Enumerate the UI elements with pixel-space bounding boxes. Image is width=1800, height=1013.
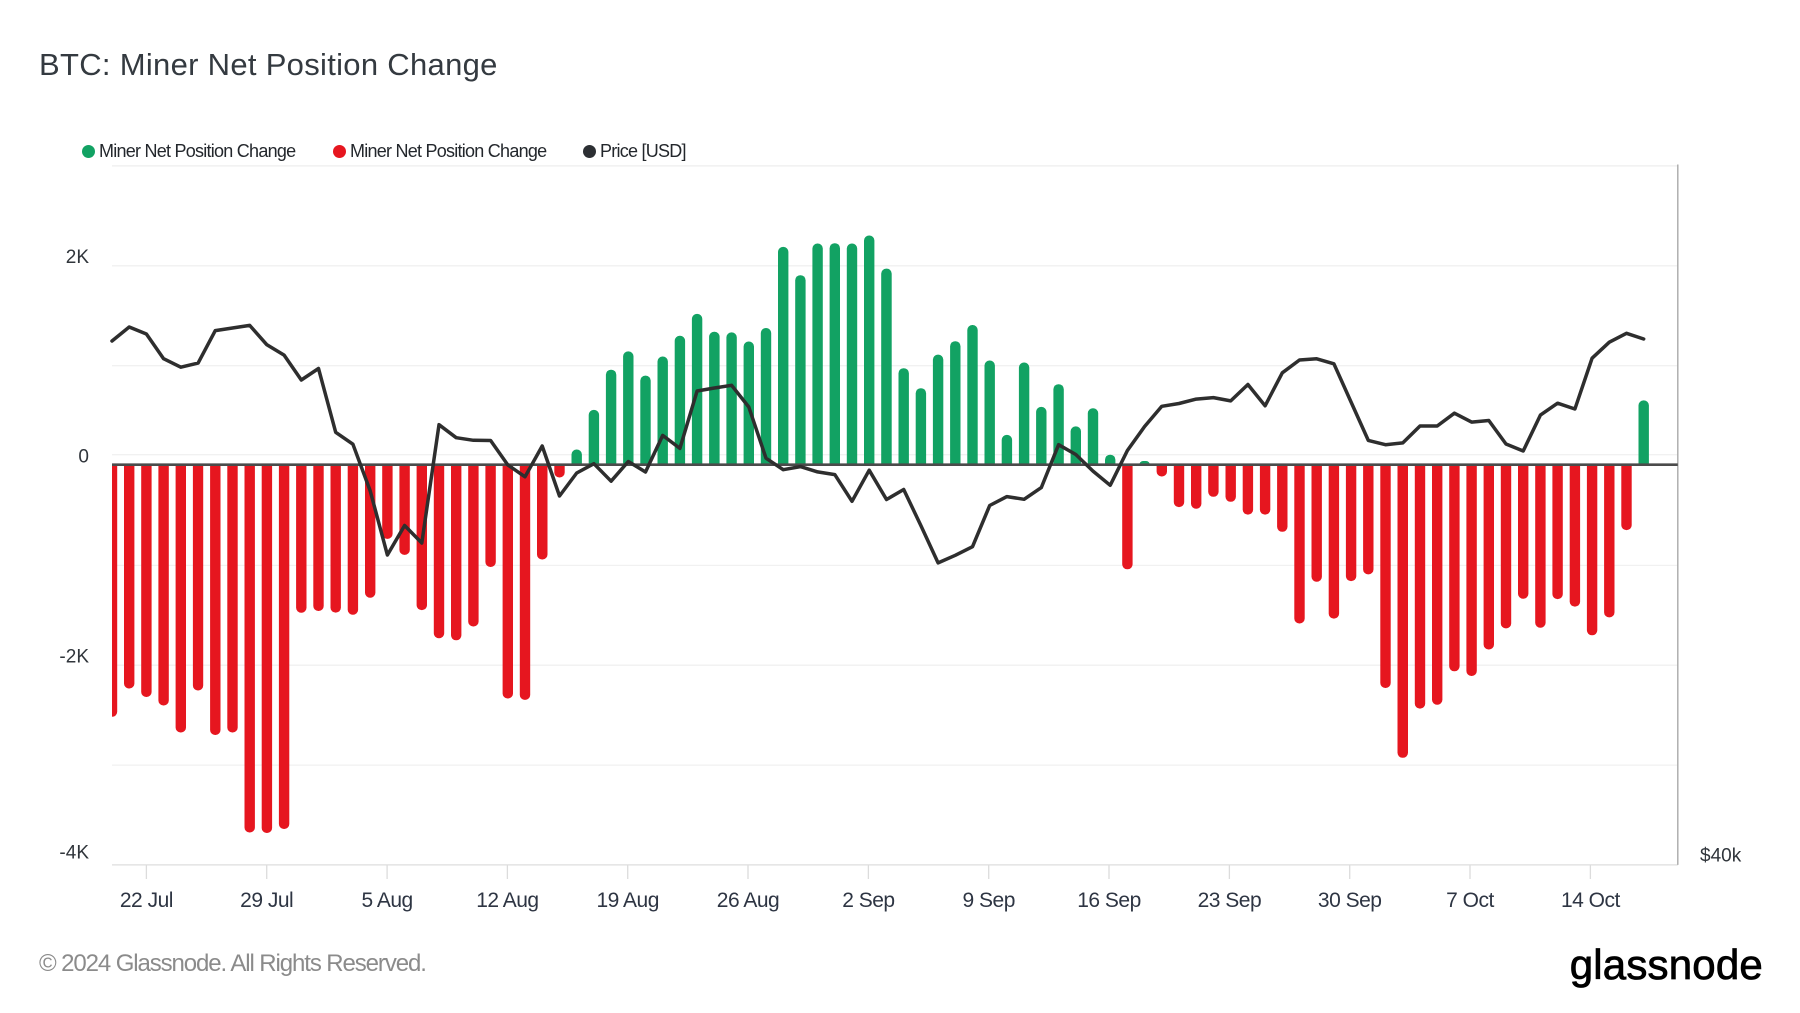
svg-text:-2K: -2K <box>59 646 89 667</box>
svg-text:5 Aug: 5 Aug <box>361 889 412 912</box>
svg-text:14 Oct: 14 Oct <box>1561 889 1621 912</box>
svg-text:12 Aug: 12 Aug <box>476 889 538 912</box>
svg-text:2 Sep: 2 Sep <box>842 889 894 912</box>
svg-text:29 Jul: 29 Jul <box>240 889 293 912</box>
svg-text:7 Oct: 7 Oct <box>1446 889 1494 912</box>
svg-text:23 Sep: 23 Sep <box>1198 889 1262 912</box>
svg-text:19 Aug: 19 Aug <box>596 889 658 912</box>
svg-text:22 Jul: 22 Jul <box>120 889 173 912</box>
svg-text:26 Aug: 26 Aug <box>717 889 779 912</box>
svg-text:$40k: $40k <box>1700 846 1742 867</box>
svg-text:30 Sep: 30 Sep <box>1318 889 1382 912</box>
svg-text:0: 0 <box>78 447 89 468</box>
svg-text:9 Sep: 9 Sep <box>963 889 1015 912</box>
svg-text:16 Sep: 16 Sep <box>1077 889 1141 912</box>
svg-text:-4K: -4K <box>59 843 89 864</box>
svg-text:2K: 2K <box>66 247 90 268</box>
